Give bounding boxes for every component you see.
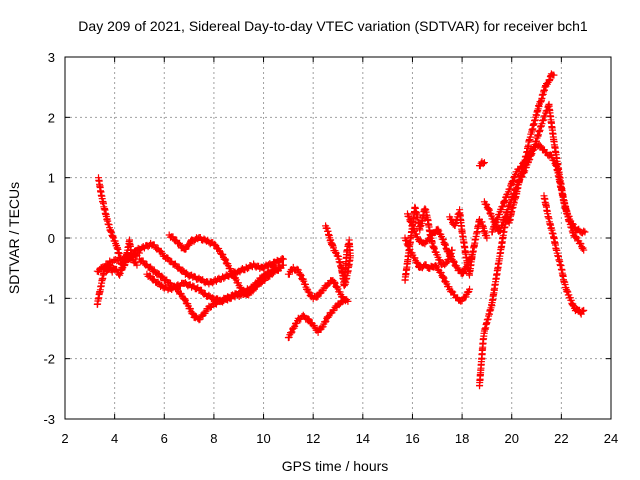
axis-ticks [64, 56, 612, 420]
x-tick-label: 4 [111, 431, 118, 446]
marker-path [93, 239, 287, 288]
x-axis-title: GPS time / hours [282, 458, 389, 474]
series-trace-c [93, 239, 287, 288]
x-tick-label: 8 [210, 431, 217, 446]
x-tick-label: 10 [256, 431, 270, 446]
y-tick-label: -2 [43, 352, 55, 367]
series-trace-h [284, 263, 352, 305]
marker-path [401, 234, 474, 305]
marker-path [284, 297, 347, 342]
x-tick-label: 20 [504, 431, 518, 446]
marker-path [93, 249, 143, 308]
grid-lines [65, 57, 611, 419]
x-tick-label: 6 [161, 431, 168, 446]
y-axis-title: SDTVAR / TECUs [6, 182, 22, 294]
marker-path [401, 203, 456, 284]
x-tick-label: 12 [306, 431, 320, 446]
y-tick-label: 2 [48, 110, 55, 125]
x-tick-label: 16 [405, 431, 419, 446]
chart-title: Day 209 of 2021, Sidereal Day-to-day VTE… [78, 18, 588, 34]
x-tick-label: 18 [455, 431, 469, 446]
series-trace-b [93, 249, 143, 308]
x-tick-label: 24 [604, 431, 618, 446]
series-trace-o [476, 158, 488, 170]
x-tick-label: 22 [554, 431, 568, 446]
y-tick-label: -3 [43, 412, 55, 427]
marker-path [480, 100, 588, 254]
series-trace-q [480, 100, 588, 254]
marker-path [322, 222, 354, 290]
marker-path [476, 158, 488, 170]
marker-path [540, 192, 588, 318]
y-tick-label: 1 [48, 171, 55, 186]
series-trace-m [446, 206, 491, 279]
marker-path [446, 206, 491, 279]
marker-path [143, 264, 285, 306]
x-tick-label: 2 [61, 431, 68, 446]
data-markers [93, 70, 589, 390]
series-trace-i [322, 222, 354, 290]
series-trace-k [401, 234, 474, 305]
x-tick-label: 14 [356, 431, 370, 446]
series-trace-g [284, 297, 347, 342]
y-tick-label: 0 [48, 231, 55, 246]
series-trace-f [143, 264, 285, 306]
marker-path [284, 263, 352, 305]
series-trace-r [540, 192, 588, 318]
series-trace-j [401, 203, 456, 284]
y-tick-label: 3 [48, 50, 55, 65]
y-tick-label: -1 [43, 291, 55, 306]
